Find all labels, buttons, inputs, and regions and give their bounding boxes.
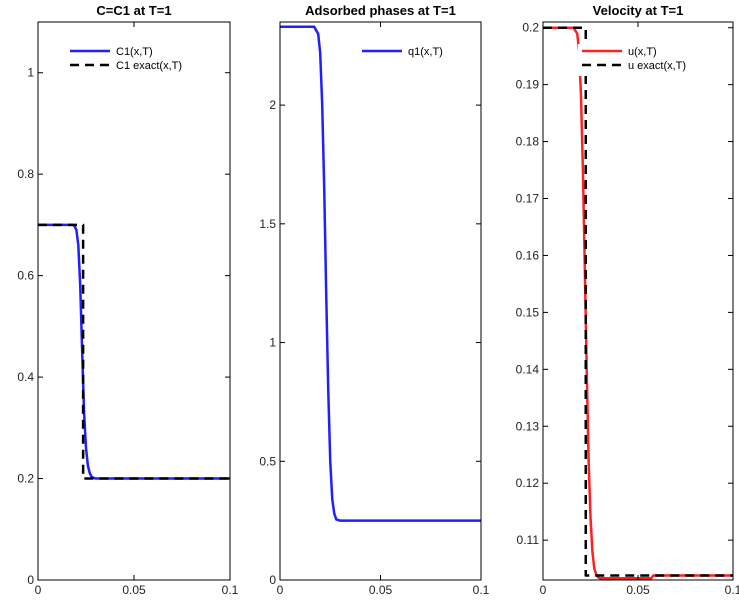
y-tick-label: 0.15	[516, 305, 540, 319]
y-tick-label: 0.4	[17, 370, 34, 384]
y-tick-label: 0.17	[516, 192, 540, 206]
legend-label-2: u exact(x,T)	[628, 60, 686, 72]
x-tick-label: 0.1	[473, 583, 490, 597]
legend-label-2: C1 exact(x,T)	[116, 60, 182, 72]
y-tick-label: 0.18	[516, 135, 540, 149]
legend: C1(x,T) C1 exact(x,T)	[66, 44, 216, 76]
chart-panel-3: Velocity at T=1 0 0.05 0.1 0.11 0.12 0.13 0.14 0…	[516, 3, 739, 597]
series-line-1	[543, 26, 733, 580]
legend-label-1: u(x,T)	[628, 46, 657, 58]
legend-label-1: C1(x,T)	[116, 46, 153, 58]
x-tick-label: 0.1	[222, 583, 239, 597]
y-tick-label: 0.6	[17, 269, 34, 283]
chart-title: C=C1 at T=1	[96, 3, 171, 18]
y-tick-label: 0.16	[516, 248, 540, 262]
y-tick-label: 0.19	[516, 78, 540, 92]
y-tick-label: 1	[269, 336, 276, 350]
legend: u(x,T) u exact(x,T)	[578, 44, 698, 76]
y-tick-label: 2	[269, 98, 276, 112]
chart-title: Velocity at T=1	[593, 3, 684, 18]
y-tick-label: 0.12	[516, 476, 540, 490]
y-tick-label: 0.2	[17, 472, 34, 486]
y-tick-label: 0.2	[522, 21, 539, 35]
series-line-1	[38, 223, 230, 480]
axes-box	[279, 21, 482, 581]
x-tick-label: 0	[540, 583, 547, 597]
legend-background	[358, 44, 468, 62]
y-tick-label: 0.5	[259, 454, 276, 468]
series-line-1	[280, 25, 481, 522]
x-tick-label: 0.1	[725, 583, 739, 597]
x-tick-label: 0.05	[626, 583, 650, 597]
y-tick-label: 0	[269, 573, 276, 587]
x-tick-label: 0	[277, 583, 284, 597]
x-tick-label: 0	[35, 583, 42, 597]
legend-background	[578, 44, 698, 76]
y-tick-label: 1.5	[259, 217, 276, 231]
x-tick-label: 0.05	[369, 583, 393, 597]
legend: q1(x,T)	[358, 44, 468, 62]
chart-panel-2: Adsorbed phases at T=1 0 0.05 0.1 0 0.5 1 1.5 2 q…	[259, 3, 489, 597]
y-tick-label: 0.13	[516, 419, 540, 433]
y-tick-label: 0.11	[517, 533, 540, 547]
y-tick-label: 0	[27, 573, 34, 587]
chart-title: Adsorbed phases at T=1	[305, 3, 456, 18]
axes-box	[542, 21, 734, 581]
y-tick-label: 0.8	[17, 167, 34, 181]
series-line-2	[38, 223, 230, 480]
y-tick-label: 0.14	[516, 362, 540, 376]
legend-label-1: q1(x,T)	[408, 46, 443, 58]
x-tick-label: 0.05	[122, 583, 146, 597]
legend-background	[66, 44, 216, 76]
y-tick-label: 1	[27, 66, 34, 80]
chart-panel-1: C=C1 at T=1 0 0.05 0.1 0 0.2 0.4 0.6 0.8 1 C1(x,T)…	[17, 3, 238, 597]
series-line-2	[543, 26, 733, 577]
axes-box	[37, 21, 231, 581]
